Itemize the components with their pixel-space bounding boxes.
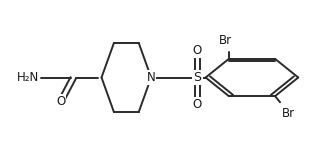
Text: O: O	[56, 95, 65, 108]
Text: O: O	[193, 98, 202, 111]
Text: Br: Br	[282, 107, 295, 120]
Text: H₂N: H₂N	[17, 71, 39, 84]
Text: N: N	[147, 71, 155, 84]
Text: S: S	[194, 71, 202, 84]
Text: O: O	[193, 44, 202, 57]
Text: Br: Br	[219, 34, 232, 47]
